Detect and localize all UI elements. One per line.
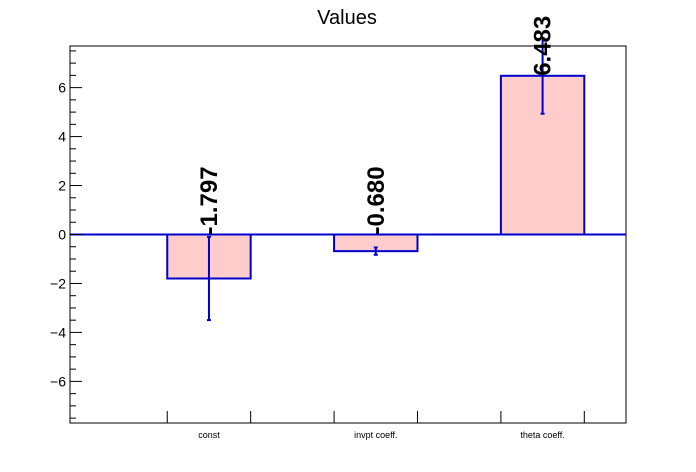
y-tick-label: 2 — [58, 178, 66, 194]
y-tick-label: −2 — [50, 275, 66, 291]
x-tick-label-1: const — [198, 430, 220, 440]
bars-layer — [166, 74, 586, 280]
chart-title: Values — [317, 7, 377, 29]
error-bars-layer — [206, 36, 545, 322]
y-axis: −6 −4 −2 0 2 4 6 — [50, 50, 82, 419]
x-tick-label-3: theta coeff. — [520, 430, 564, 440]
value-label-2: -0.680 — [363, 166, 390, 234]
y-tick-label: 4 — [58, 129, 66, 145]
value-label-1: -1.797 — [196, 166, 223, 234]
x-tick-label-2: invpt coeff. — [354, 430, 397, 440]
y-tick-label: −6 — [50, 373, 66, 389]
y-tick-label: 0 — [58, 227, 66, 243]
y-tick-label: −4 — [50, 324, 66, 340]
x-axis: const invpt coeff. theta coeff. — [166, 411, 585, 440]
y-tick-label: 6 — [58, 80, 66, 96]
